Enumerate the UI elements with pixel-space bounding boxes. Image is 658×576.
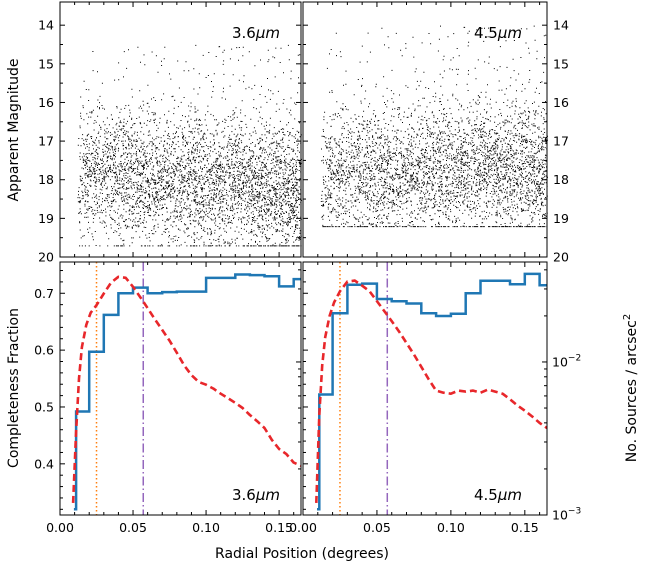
- x-tick-label: 0.15: [511, 520, 539, 535]
- y-tick-label: 14: [553, 18, 569, 33]
- y-log-tick-label: 10−3: [552, 507, 581, 523]
- panel-frame: [302, 1, 548, 258]
- x-tick-label: 0.00: [46, 520, 74, 535]
- y-tick-label: 20: [553, 250, 569, 265]
- band-label-4.5-bottom: 4.5μm: [474, 486, 522, 504]
- panel-frame: [302, 261, 548, 516]
- scatter-points: [77, 44, 302, 247]
- panel-frame: [59, 1, 302, 258]
- plot-area: [71, 262, 301, 515]
- panel-frame: [59, 261, 302, 516]
- band-label-3.6: 3.6μm: [232, 24, 280, 42]
- x-tick-label: 0.15: [265, 520, 293, 535]
- band-label-3.6-bottom: 3.6μm: [232, 486, 280, 504]
- x-tick-label: 0.10: [437, 520, 465, 535]
- y-tick-label: 15: [38, 56, 54, 71]
- y-tick-label: 0.7: [34, 286, 54, 301]
- x-tick-label: 0.05: [119, 520, 147, 535]
- x-tick-label: 0.05: [363, 520, 391, 535]
- completeness-step-line: [73, 273, 301, 511]
- y-log-tick-label: 10−2: [552, 353, 581, 369]
- y-tick-label: 15: [553, 56, 569, 71]
- y-tick-label: 16: [38, 95, 54, 110]
- ylabel-sources: No. Sources / arcsec2: [622, 314, 640, 462]
- panel-completeness-3.6: 0.00 0.05 0.10 0.15 0.4 0.5 0.6 0.7: [34, 261, 302, 535]
- source-density-dashed-line: [71, 275, 301, 503]
- scatter-points: [320, 25, 548, 228]
- source-density-dashed-line: [315, 279, 547, 503]
- y-tick-label: 14: [38, 18, 54, 33]
- y-tick-label: 18: [38, 172, 54, 187]
- panel-completeness-4.5: 0.00 0.05 0.10 0.15 10−2 10−3: [289, 261, 581, 535]
- y-tick-label: 20: [38, 250, 54, 265]
- completeness-step-line: [317, 272, 547, 511]
- y-tick-label: 16: [553, 95, 569, 110]
- ylabel-completeness: Completeness Fraction: [6, 308, 22, 468]
- y-tick-label: 19: [553, 211, 569, 226]
- y-tick-label: 18: [553, 172, 569, 187]
- y-tick-label: 0.6: [34, 343, 54, 358]
- plot-area: [315, 262, 547, 515]
- y-tick-label: 17: [38, 134, 54, 149]
- y-tick-label: 19: [38, 211, 54, 226]
- band-label-4.5: 4.5μm: [474, 24, 522, 42]
- x-tick-label: 0.00: [289, 520, 317, 535]
- xlabel-radial: Radial Position (degrees): [215, 546, 389, 562]
- ylabel-magnitude: Apparent Magnitude: [6, 59, 22, 202]
- y-tick-label: 0.5: [34, 399, 54, 414]
- panel-scatter-3.6: 14 15 16 17 18 19 20: [38, 1, 302, 265]
- x-tick-label: 0.10: [192, 520, 220, 535]
- panel-scatter-4.5: 14 15 16 17 18 19 20: [302, 1, 569, 265]
- y-tick-label: 17: [553, 134, 569, 149]
- y-tick-label: 0.4: [34, 456, 54, 471]
